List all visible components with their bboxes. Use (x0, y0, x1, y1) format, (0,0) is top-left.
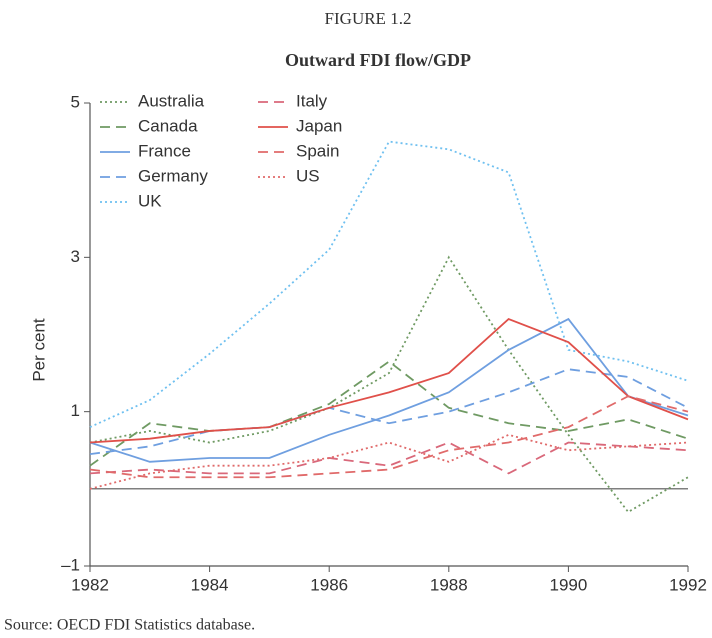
y-tick-label: –1 (61, 555, 80, 574)
legend-label: Canada (138, 116, 198, 135)
series-line (89, 140, 689, 428)
legend-label: France (138, 141, 191, 160)
legend-label: Italy (296, 91, 328, 110)
legend-label: UK (138, 191, 162, 210)
x-tick-label: 1984 (191, 575, 229, 594)
source-note: Source: OECD FDI Statistics database. (4, 617, 255, 634)
y-axis-label: Per cent (29, 318, 48, 382)
legend-label: Japan (296, 116, 342, 135)
legend-label: Australia (138, 91, 205, 110)
x-tick-label: 1982 (71, 575, 109, 594)
series-line (89, 395, 689, 479)
y-tick-label: 5 (71, 92, 80, 111)
series-line (89, 360, 689, 467)
series-line (89, 317, 689, 463)
series-line (89, 318, 689, 444)
x-tick-label: 1990 (549, 575, 587, 594)
series-line (89, 368, 689, 456)
chart-title: Outward FDI flow/GDP (285, 50, 471, 70)
legend-label: Spain (296, 141, 339, 160)
legend-label: Germany (138, 166, 208, 185)
y-tick-label: 3 (71, 247, 80, 266)
figure-label: FIGURE 1.2 (325, 9, 412, 28)
series-line (89, 441, 689, 475)
series-line (89, 433, 689, 490)
x-tick-label: 1986 (310, 575, 348, 594)
legend-label: US (296, 166, 320, 185)
y-tick-label: 1 (71, 401, 80, 420)
x-tick-label: 1988 (430, 575, 468, 594)
x-tick-label: 1992 (669, 575, 707, 594)
series-line (89, 255, 689, 514)
